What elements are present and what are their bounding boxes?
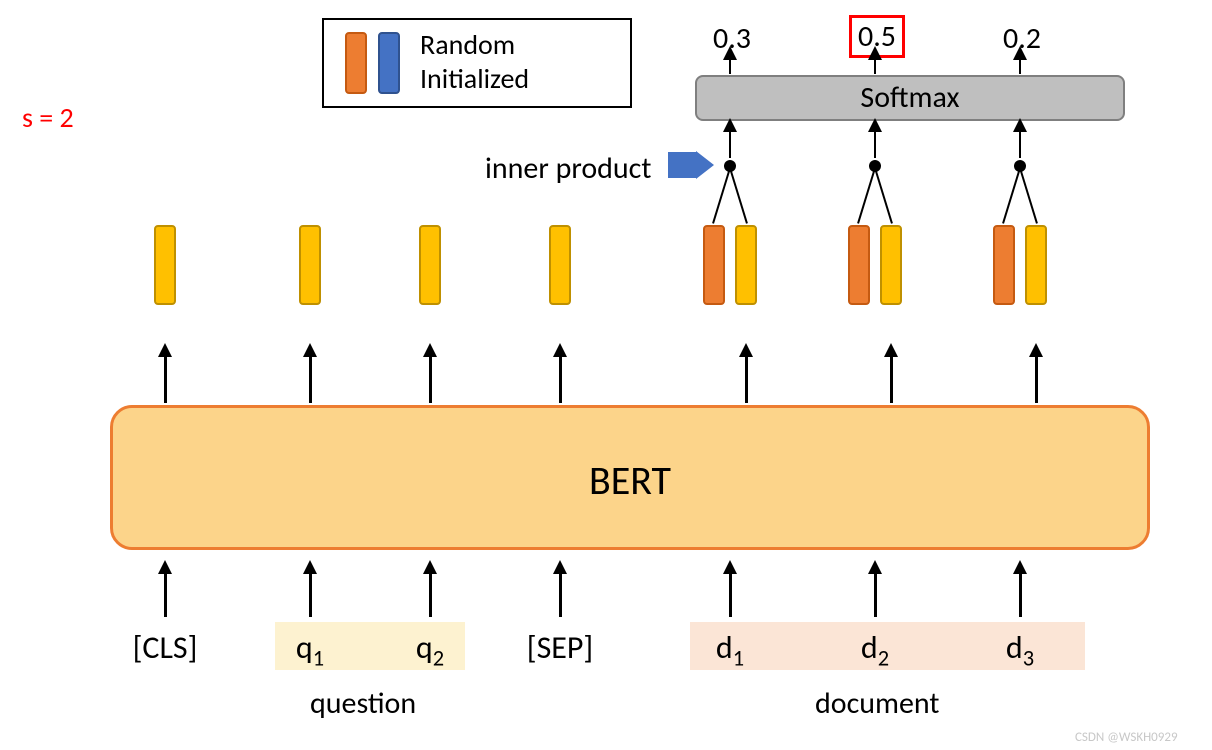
diag-d1-r bbox=[729, 168, 748, 224]
ar-bt-d2 bbox=[890, 355, 893, 403]
tok-d2-o bbox=[848, 225, 870, 305]
input-cls-text: [CLS] bbox=[133, 628, 198, 667]
ar-bt-d1-h bbox=[739, 343, 753, 357]
tok-q1 bbox=[299, 225, 321, 305]
ar-bt-sep bbox=[559, 355, 562, 403]
input-d1: d1 bbox=[710, 628, 750, 672]
tok-d1-o bbox=[703, 225, 725, 305]
ar-bt-sep-h bbox=[553, 343, 567, 357]
s-equals-label: s = 2 bbox=[22, 100, 74, 135]
input-q1-sub: 1 bbox=[313, 645, 324, 672]
arrow-dot-sm-3 bbox=[1019, 128, 1021, 158]
ar-in-d3-h bbox=[1013, 560, 1027, 574]
input-q2: q2 bbox=[410, 628, 450, 672]
ar-in-cls-h bbox=[158, 560, 172, 574]
legend-text: Random Initialized bbox=[420, 28, 529, 96]
legend-line1: Random bbox=[420, 27, 515, 62]
group-question-text: question bbox=[310, 685, 416, 722]
input-cls: [CLS] bbox=[125, 628, 205, 667]
inner-product-label: inner product bbox=[485, 150, 651, 187]
ar-in-d2 bbox=[874, 572, 877, 617]
input-d3: d3 bbox=[1000, 628, 1040, 672]
bert-box: BERT bbox=[110, 405, 1150, 550]
arrow-dot-sm-1-head bbox=[723, 118, 737, 132]
ar-bt-d3 bbox=[1035, 355, 1038, 403]
arrow-dot-sm-2-head bbox=[868, 118, 882, 132]
diag-d3-r bbox=[1019, 168, 1038, 224]
input-q1: q1 bbox=[290, 628, 330, 672]
group-document: document bbox=[815, 685, 939, 722]
ar-bt-cls-h bbox=[158, 343, 172, 357]
ar-bt-d1 bbox=[745, 355, 748, 403]
inner-product-arrow-head bbox=[696, 151, 714, 179]
input-d1-sub: 1 bbox=[733, 645, 744, 672]
s-text: s = 2 bbox=[22, 100, 74, 135]
group-document-text: document bbox=[815, 685, 939, 722]
ar-bt-q1-h bbox=[303, 343, 317, 357]
arrow-dot-sm-2 bbox=[874, 128, 876, 158]
input-sep: [SEP] bbox=[520, 628, 600, 667]
tok-d2-y bbox=[880, 225, 902, 305]
ar-in-sep-h bbox=[553, 560, 567, 574]
ar-in-cls bbox=[164, 572, 167, 617]
ar-in-q2-h bbox=[423, 560, 437, 574]
input-d2-sub: 2 bbox=[878, 645, 889, 672]
watermark-text: CSDN @WSKH0929 bbox=[1075, 730, 1178, 745]
legend-line2: Initialized bbox=[420, 61, 529, 96]
inner-product-arrow bbox=[668, 152, 696, 178]
diag-d3-l bbox=[1002, 168, 1021, 224]
ar-bt-q2 bbox=[429, 355, 432, 403]
ar-in-d1 bbox=[729, 572, 732, 617]
diag-d1-l bbox=[712, 168, 731, 224]
input-q1-text: q bbox=[296, 628, 313, 667]
ar-in-sep bbox=[559, 572, 562, 617]
ar-bt-d3-h bbox=[1029, 343, 1043, 357]
input-q2-sub: 2 bbox=[433, 645, 444, 672]
ar-in-d2-h bbox=[868, 560, 882, 574]
input-sep-text: [SEP] bbox=[527, 628, 593, 667]
tok-d1-y bbox=[735, 225, 757, 305]
bert-label: BERT bbox=[589, 456, 671, 505]
input-d2: d2 bbox=[855, 628, 895, 672]
inner-product-text: inner product bbox=[485, 150, 651, 187]
ar-in-q1-h bbox=[303, 560, 317, 574]
tok-cls bbox=[154, 225, 176, 305]
softmax-box: Softmax bbox=[695, 75, 1125, 121]
legend-bar-blue bbox=[378, 32, 400, 94]
arrow-sm-p2-head bbox=[868, 46, 882, 60]
input-d3-text: d bbox=[1006, 628, 1023, 667]
ar-in-d1-h bbox=[723, 560, 737, 574]
softmax-label: Softmax bbox=[860, 79, 959, 116]
arrow-dot-sm-3-head bbox=[1013, 118, 1027, 132]
input-d3-sub: 3 bbox=[1023, 645, 1034, 672]
input-d2-text: d bbox=[861, 628, 878, 667]
ar-bt-q2-h bbox=[423, 343, 437, 357]
ar-in-d3 bbox=[1019, 572, 1022, 617]
tok-sep bbox=[549, 225, 571, 305]
ar-in-q1 bbox=[309, 572, 312, 617]
arrow-dot-sm-1 bbox=[729, 128, 731, 158]
input-q2-text: q bbox=[416, 628, 433, 667]
tok-d3-y bbox=[1025, 225, 1047, 305]
diag-d2-l bbox=[857, 168, 876, 224]
group-question: question bbox=[310, 685, 416, 722]
tok-d3-o bbox=[993, 225, 1015, 305]
input-d1-text: d bbox=[716, 628, 733, 667]
arrow-sm-p1-head bbox=[723, 46, 737, 60]
arrow-sm-p3-head bbox=[1013, 46, 1027, 60]
ar-bt-cls bbox=[164, 355, 167, 403]
ar-in-q2 bbox=[429, 572, 432, 617]
ar-bt-d2-h bbox=[884, 343, 898, 357]
ar-bt-q1 bbox=[309, 355, 312, 403]
watermark: CSDN @WSKH0929 bbox=[1075, 730, 1178, 745]
diag-d2-r bbox=[874, 168, 893, 224]
legend-bar-orange bbox=[345, 32, 367, 94]
tok-q2 bbox=[419, 225, 441, 305]
